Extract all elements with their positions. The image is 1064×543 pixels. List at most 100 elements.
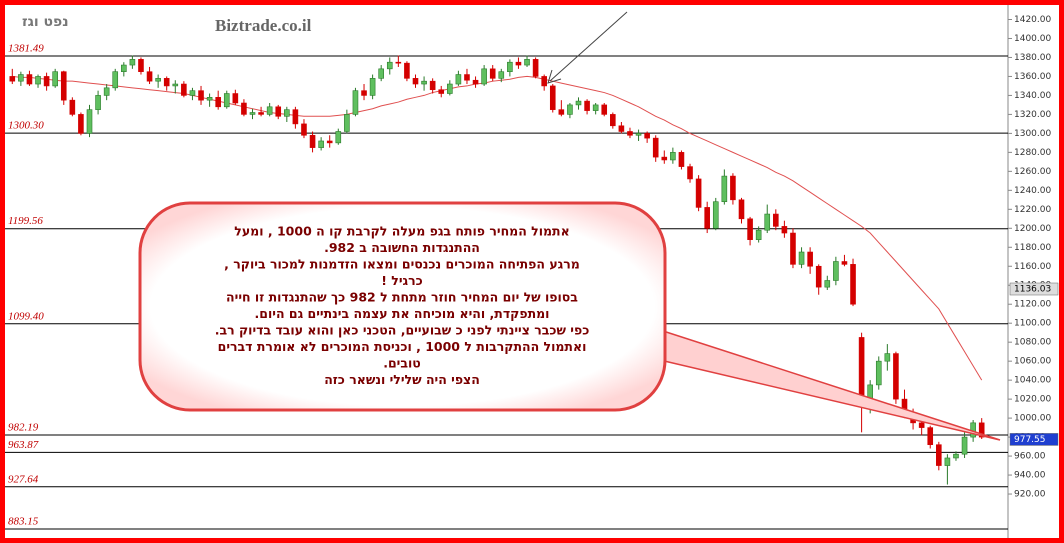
candle-body xyxy=(386,61,393,70)
candle-body xyxy=(206,97,213,101)
candle-body xyxy=(78,114,84,134)
price-tag-label: 1136.03 xyxy=(1014,285,1051,295)
y-tick-label: 920.00 xyxy=(1014,490,1046,500)
y-tick-label: 1280.00 xyxy=(1014,148,1051,158)
y-tick-label: 1420.00 xyxy=(1014,15,1051,25)
candle-body xyxy=(335,131,342,144)
candle-body xyxy=(670,152,676,161)
candle-body xyxy=(60,71,67,101)
annotation-line: בסופו של יום המחיר חוזר מתחת ל 982 כך שה… xyxy=(226,290,578,305)
candle-body xyxy=(249,112,256,115)
candle-body xyxy=(326,140,333,144)
candle-body xyxy=(918,422,925,428)
annotation-line: מרגע הפתיחה המוכרים נכנסים ומצאו הזדמנות… xyxy=(224,257,580,272)
level-label: 1381.49 xyxy=(8,43,44,55)
candle-body xyxy=(18,74,24,82)
candle-body xyxy=(815,265,822,288)
candle-body xyxy=(558,109,565,115)
candle-body xyxy=(404,62,410,79)
candle-body xyxy=(369,78,376,96)
y-tick-label: 1320.00 xyxy=(1014,110,1051,120)
candle-body xyxy=(884,353,891,362)
y-tick-label: 1080.00 xyxy=(1014,338,1051,348)
candle-body xyxy=(258,112,264,115)
candle-body xyxy=(936,444,942,466)
candle-body xyxy=(695,178,702,208)
candle-body xyxy=(378,68,384,79)
candle-body xyxy=(678,152,685,167)
candle-body xyxy=(129,59,136,66)
candle-body xyxy=(807,251,813,267)
candle-body xyxy=(43,76,50,87)
y-tick-label: 1160.00 xyxy=(1014,262,1051,272)
candle-body xyxy=(875,360,882,386)
y-tick-label: 1180.00 xyxy=(1014,243,1051,253)
price-tag xyxy=(1009,282,1059,296)
candle-body xyxy=(524,59,530,66)
price-tag-label: 977.55 xyxy=(1014,435,1046,445)
candle-body xyxy=(755,229,762,240)
candle-body xyxy=(318,140,324,148)
y-tick-label: 1360.00 xyxy=(1014,72,1051,82)
candle-body xyxy=(532,59,539,77)
candle-body xyxy=(266,106,273,115)
candle-body xyxy=(112,71,119,89)
candle-body xyxy=(344,114,350,132)
candle-body xyxy=(309,134,316,148)
y-tick-label: 1020.00 xyxy=(1014,395,1051,405)
candle-body xyxy=(198,90,204,101)
candle-body xyxy=(155,78,161,82)
candle-body xyxy=(738,199,745,220)
candle-body xyxy=(824,280,831,288)
y-tick-label: 1220.00 xyxy=(1014,205,1051,215)
candle-body xyxy=(833,261,839,281)
candle-body xyxy=(301,123,307,136)
candle-body xyxy=(9,76,16,82)
annotation-line: טובים. xyxy=(383,356,421,371)
candle-body xyxy=(189,90,196,96)
candle-body xyxy=(953,453,959,459)
candle-body xyxy=(464,74,470,81)
candle-body xyxy=(721,175,728,203)
callout xyxy=(138,201,667,412)
level-label: 1300.30 xyxy=(8,120,44,132)
candle-body xyxy=(515,61,522,66)
candle-body xyxy=(790,232,796,265)
candle-body xyxy=(69,99,76,115)
y-tick-label: 1400.00 xyxy=(1014,34,1051,44)
candle-body xyxy=(618,125,625,132)
candle-body xyxy=(284,109,290,117)
arrow xyxy=(549,11,628,82)
candle-body xyxy=(103,87,110,96)
candle-body xyxy=(712,201,719,229)
y-tick-label: 1300.00 xyxy=(1014,129,1051,139)
annotation-line: כרגיל ! xyxy=(381,273,423,288)
candle-body xyxy=(138,59,144,72)
candle-body xyxy=(841,261,848,265)
candle-body xyxy=(481,68,487,85)
annotation-line: ואתמול ההתקרבות ל 1000 , וכניסת המוכרים … xyxy=(218,339,587,354)
price-tag xyxy=(1009,433,1059,446)
annotation-line: כפי שכבר ציינתי לפני כ שבועיים, הטכני כא… xyxy=(215,323,590,338)
y-tick-label: 960.00 xyxy=(1014,452,1046,462)
candle-body xyxy=(730,175,736,201)
candle-body xyxy=(661,156,668,161)
candle-body xyxy=(781,226,788,234)
y-tick-label: 940.00 xyxy=(1014,471,1046,481)
candle-body xyxy=(52,71,58,87)
candle-body xyxy=(447,83,453,94)
candle-body xyxy=(489,68,496,79)
candle-body xyxy=(927,427,934,445)
candle-body xyxy=(163,78,170,87)
y-tick-label: 1040.00 xyxy=(1014,376,1051,386)
candle-body xyxy=(86,109,93,134)
candle-body xyxy=(429,80,436,91)
candle-body xyxy=(627,131,633,136)
candle-body xyxy=(215,97,221,108)
y-tick-label: 1200.00 xyxy=(1014,224,1051,234)
candle-body xyxy=(858,337,865,400)
arrow-head xyxy=(547,69,562,84)
candle-body xyxy=(850,264,856,305)
